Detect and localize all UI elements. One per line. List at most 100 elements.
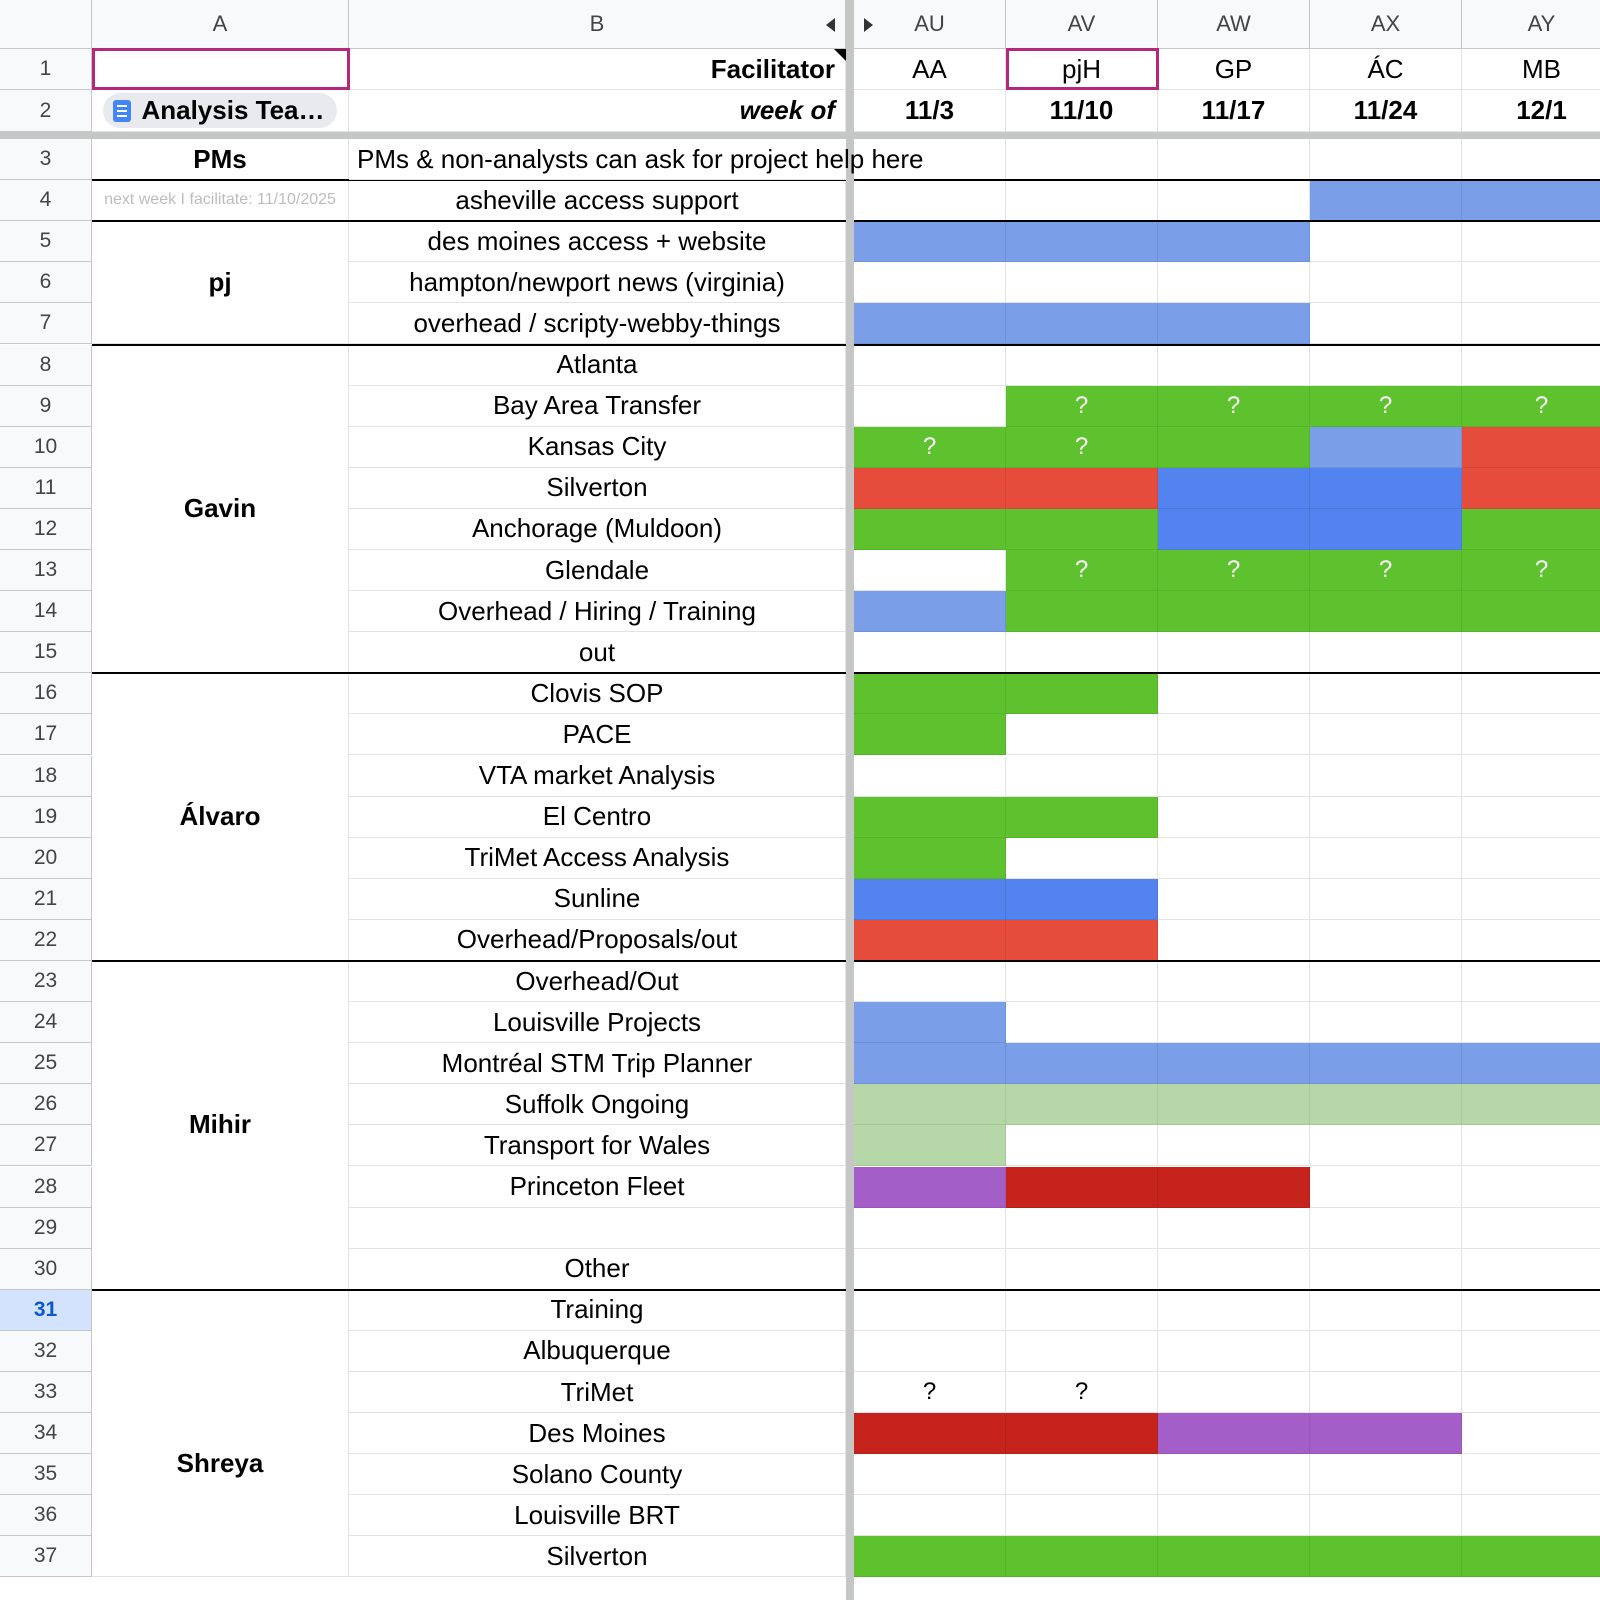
schedule-cell[interactable]: ? — [1462, 550, 1600, 592]
row-header-29[interactable]: 29 — [0, 1207, 92, 1249]
project-name[interactable]: Solano County — [349, 1454, 846, 1496]
person-name[interactable]: Mihir — [92, 961, 349, 1290]
project-name[interactable]: Louisville BRT — [349, 1495, 846, 1537]
schedule-cell[interactable] — [1158, 303, 1310, 345]
schedule-cell[interactable] — [1158, 673, 1310, 715]
row-header-22[interactable]: 22 — [0, 919, 92, 961]
schedule-cell[interactable] — [1158, 1330, 1310, 1372]
schedule-cell[interactable] — [1310, 796, 1462, 838]
schedule-cell[interactable] — [1310, 1372, 1462, 1414]
schedule-cell[interactable] — [1158, 1125, 1310, 1167]
project-name[interactable]: Albuquerque — [349, 1330, 846, 1372]
project-name[interactable]: Suffolk Ongoing — [349, 1084, 846, 1126]
schedule-cell[interactable] — [1158, 1002, 1310, 1044]
schedule-cell[interactable] — [854, 1125, 1006, 1167]
row-header-25[interactable]: 25 — [0, 1043, 92, 1085]
schedule-cell[interactable] — [1006, 1495, 1158, 1537]
schedule-cell[interactable] — [854, 180, 1006, 222]
schedule-cell[interactable] — [1462, 1413, 1600, 1455]
schedule-cell[interactable] — [1158, 467, 1310, 509]
schedule-cell[interactable] — [1310, 303, 1462, 345]
schedule-cell[interactable] — [854, 796, 1006, 838]
schedule-cell[interactable] — [1006, 919, 1158, 961]
collapse-left-arrow-icon[interactable] — [826, 18, 835, 32]
schedule-cell[interactable] — [1158, 961, 1310, 1003]
row-freeze-bar[interactable] — [0, 132, 1600, 139]
project-name[interactable]: Silverton — [349, 1536, 846, 1578]
schedule-cell[interactable] — [1310, 1002, 1462, 1044]
schedule-cell[interactable] — [854, 591, 1006, 633]
row-header-33[interactable]: 33 — [0, 1372, 92, 1414]
schedule-cell[interactable] — [1310, 878, 1462, 920]
schedule-cell[interactable] — [1006, 961, 1158, 1003]
schedule-cell[interactable] — [1006, 1413, 1158, 1455]
project-name[interactable]: Overhead/Out — [349, 961, 846, 1003]
schedule-cell[interactable] — [1158, 714, 1310, 756]
schedule-cell[interactable] — [1462, 345, 1600, 386]
schedule-cell[interactable] — [1462, 961, 1600, 1003]
schedule-cell[interactable] — [854, 755, 1006, 797]
person-name[interactable]: pj — [92, 221, 349, 345]
schedule-cell[interactable] — [1006, 467, 1158, 509]
schedule-cell[interactable] — [1158, 1536, 1310, 1578]
schedule-cell[interactable] — [854, 550, 1006, 592]
schedule-cell[interactable] — [1462, 1372, 1600, 1414]
schedule-cell[interactable]: ? — [1158, 385, 1310, 427]
schedule-cell[interactable] — [1006, 221, 1158, 263]
schedule-cell[interactable] — [1158, 1413, 1310, 1455]
schedule-cell[interactable] — [1006, 1536, 1158, 1578]
week-cell[interactable]: 12/1 — [1462, 90, 1600, 132]
select-all-corner[interactable] — [0, 0, 92, 49]
schedule-cell[interactable] — [1158, 1207, 1310, 1249]
schedule-cell[interactable] — [1158, 1289, 1310, 1331]
row-header-15[interactable]: 15 — [0, 632, 92, 674]
schedule-cell[interactable] — [1310, 1536, 1462, 1578]
facilitator-cell[interactable]: pjH — [1006, 49, 1158, 90]
row-header-3[interactable]: 3 — [0, 139, 92, 181]
row-header-19[interactable]: 19 — [0, 796, 92, 838]
row-header-7[interactable]: 7 — [0, 303, 92, 345]
schedule-cell[interactable] — [1158, 755, 1310, 797]
project-name[interactable]: Louisville Projects — [349, 1002, 846, 1044]
schedule-cell[interactable] — [1310, 508, 1462, 550]
week-cell[interactable]: 11/10 — [1006, 90, 1158, 132]
schedule-cell[interactable] — [1006, 1454, 1158, 1496]
schedule-cell[interactable] — [1462, 262, 1600, 304]
schedule-cell[interactable] — [854, 1454, 1006, 1496]
row-header-30[interactable]: 30 — [0, 1248, 92, 1290]
project-name[interactable]: Kansas City — [349, 426, 846, 468]
schedule-cell[interactable] — [854, 1495, 1006, 1537]
cell-a2[interactable]: Analysis Tea… — [92, 90, 349, 132]
row-header-6[interactable]: 6 — [0, 262, 92, 304]
row-header-13[interactable]: 13 — [0, 550, 92, 592]
schedule-cell[interactable] — [1158, 919, 1310, 961]
schedule-cell[interactable] — [854, 632, 1006, 674]
schedule-cell[interactable] — [854, 961, 1006, 1003]
facilitator-cell[interactable]: GP — [1158, 49, 1310, 90]
facilitator-cell[interactable]: AA — [854, 49, 1006, 90]
facilitator-cell[interactable]: ÁC — [1310, 49, 1462, 90]
schedule-cell[interactable]: ? — [1006, 1372, 1158, 1414]
schedule-cell[interactable]: ? — [1310, 550, 1462, 592]
project-name[interactable]: Anchorage (Muldoon) — [349, 508, 846, 550]
schedule-cell[interactable] — [1158, 1084, 1310, 1126]
schedule-cell[interactable] — [1310, 1495, 1462, 1537]
schedule-cell[interactable]: ? — [1158, 550, 1310, 592]
schedule-cell[interactable] — [854, 1043, 1006, 1085]
schedule-cell[interactable] — [1158, 1248, 1310, 1290]
schedule-cell[interactable] — [1006, 1289, 1158, 1331]
schedule-cell[interactable] — [854, 1289, 1006, 1331]
schedule-cell[interactable] — [854, 1413, 1006, 1455]
schedule-cell[interactable] — [1462, 673, 1600, 715]
week-cell[interactable]: 11/17 — [1158, 90, 1310, 132]
week-cell[interactable] — [1006, 139, 1158, 181]
schedule-cell[interactable] — [854, 1207, 1006, 1249]
row-header-1[interactable]: 1 — [0, 49, 92, 90]
schedule-cell[interactable] — [854, 221, 1006, 263]
schedule-cell[interactable] — [1462, 714, 1600, 756]
schedule-cell[interactable] — [1158, 344, 1310, 386]
row-header-20[interactable]: 20 — [0, 837, 92, 879]
schedule-cell[interactable] — [854, 303, 1006, 345]
schedule-cell[interactable] — [1158, 180, 1310, 222]
